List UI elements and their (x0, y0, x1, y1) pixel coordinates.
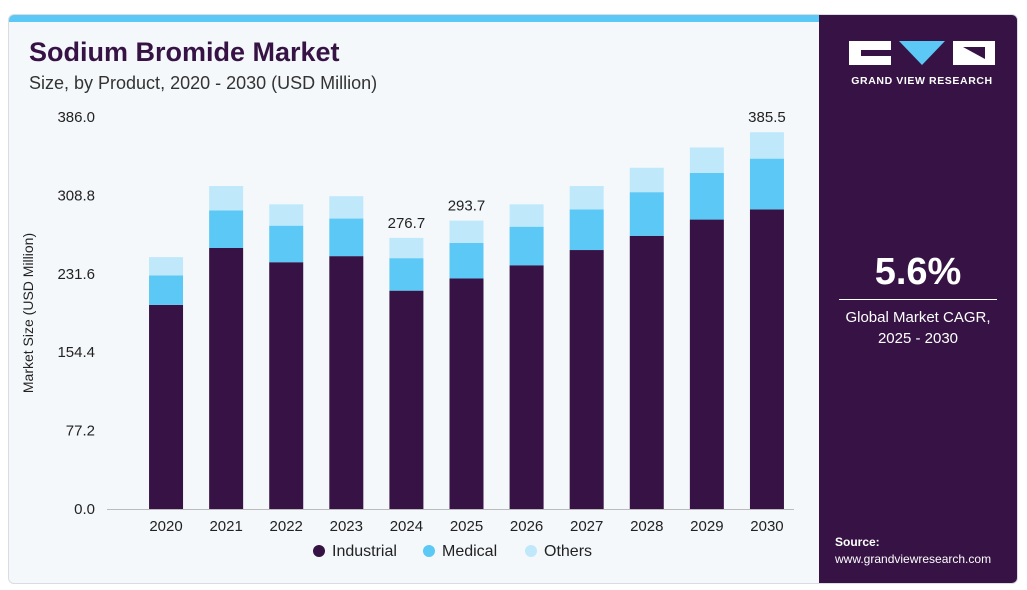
chart-subtitle: Size, by Product, 2020 - 2030 (USD Milli… (29, 73, 378, 93)
bar-industrial-2028 (629, 235, 664, 509)
data-label-2025: 293.7 (448, 198, 486, 215)
y-tick-label: 154.4 (57, 344, 95, 361)
source-link[interactable]: www.grandviewresearch.com (835, 552, 992, 566)
bar-industrial-2023 (329, 256, 364, 509)
bar-industrial-2021 (209, 248, 244, 509)
bar-industrial-2026 (509, 265, 544, 509)
bar-medical-2028 (629, 192, 664, 236)
bar-others-2021 (209, 186, 244, 211)
grand-view-research-logo: GRAND VIEW RESEARCH (849, 41, 995, 91)
x-tick-label: 2023 (330, 518, 363, 535)
y-tick-label: 386.0 (57, 109, 95, 126)
cagr-label-line2: 2025 - 2030 (877, 330, 959, 347)
data-label-2030: 385.5 (748, 109, 786, 126)
bar-industrial-2025 (449, 278, 484, 509)
x-tick-label: 2029 (690, 518, 723, 535)
legend-label-medical: Medical (442, 543, 497, 560)
logo-mark-icon (849, 41, 995, 65)
data-label-2024: 276.7 (388, 215, 426, 232)
bar-medical-2021 (209, 210, 244, 249)
legend-label-others: Others (544, 543, 592, 560)
bar-industrial-2029 (689, 219, 724, 509)
cagr-divider (839, 299, 997, 300)
chart-title: Sodium Bromide Market (29, 37, 340, 67)
bar-industrial-2020 (149, 304, 184, 509)
y-axis-label: Market Size (USD Million) (20, 233, 36, 393)
bar-industrial-2027 (569, 250, 604, 510)
bar-others-2022 (269, 204, 304, 226)
x-tick-label: 2020 (149, 518, 182, 535)
bar-others-2026 (509, 204, 544, 227)
legend-marker-industrial (313, 545, 325, 557)
bar-medical-2023 (329, 218, 364, 257)
x-tick-label: 2024 (390, 518, 423, 535)
bar-medical-2030 (749, 158, 784, 210)
legend-marker-medical (423, 545, 435, 557)
bar-medical-2020 (149, 275, 184, 305)
bar-others-2029 (689, 147, 724, 173)
bar-medical-2024 (389, 258, 424, 291)
y-tick-label: 0.0 (74, 501, 95, 518)
bar-others-2024 (389, 237, 424, 259)
bar-medical-2029 (689, 172, 724, 220)
legend-label-industrial: Industrial (332, 543, 397, 560)
bar-others-2027 (569, 186, 604, 210)
cagr-label: Global Market CAGR, 2025 - 2030 (819, 307, 1017, 349)
cagr-label-line1: Global Market CAGR, (845, 309, 991, 326)
chart-card: Sodium Bromide Market Size, by Product, … (8, 14, 1018, 584)
bar-medical-2025 (449, 242, 484, 279)
bar-others-2023 (329, 196, 364, 219)
bar-others-2028 (629, 167, 664, 193)
bar-industrial-2024 (389, 290, 424, 509)
cagr-value: 5.6% (874, 251, 962, 293)
bar-others-2030 (749, 132, 784, 159)
logo-text: GRAND VIEW RESEARCH (851, 75, 993, 87)
y-tick-label: 231.6 (57, 266, 95, 283)
y-tick-label: 77.2 (66, 423, 95, 440)
bar-industrial-2030 (749, 209, 784, 510)
x-tick-label: 2022 (270, 518, 303, 535)
bar-medical-2026 (509, 226, 544, 266)
bar-chart: 0.0 77.2 154.4 231.6 308.8 386.0 Market Size (… (20, 109, 794, 560)
accent-bar (9, 15, 819, 22)
bar-others-2025 (449, 220, 484, 243)
y-tick-label: 308.8 (57, 187, 95, 204)
bar-others-2020 (149, 257, 184, 276)
source-heading: Source: (835, 535, 880, 549)
legend-marker-others (525, 545, 537, 557)
x-tick-label: 2028 (630, 518, 663, 535)
bar-medical-2022 (269, 225, 304, 263)
sidebar-panel: GRAND VIEW RESEARCH 5.6% Global Market C… (819, 15, 1017, 583)
x-tick-label: 2025 (450, 518, 483, 535)
x-tick-label: 2030 (750, 518, 783, 535)
x-tick-label: 2027 (570, 518, 603, 535)
x-tick-label: 2026 (510, 518, 543, 535)
bar-industrial-2022 (269, 262, 304, 509)
bar-medical-2027 (569, 209, 604, 251)
x-tick-label: 2021 (209, 518, 242, 535)
